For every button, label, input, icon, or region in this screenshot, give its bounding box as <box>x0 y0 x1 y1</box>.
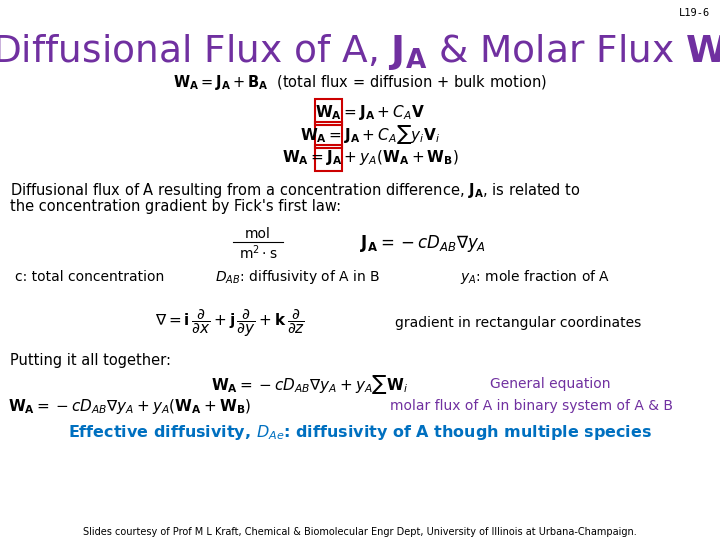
Text: Slides courtesy of Prof M L Kraft, Chemical & Biomolecular Engr Dept, University: Slides courtesy of Prof M L Kraft, Chemi… <box>83 527 637 537</box>
Text: $\mathbf{J_A} = -cD_{AB}\nabla y_A$: $\mathbf{J_A} = -cD_{AB}\nabla y_A$ <box>360 233 486 253</box>
Text: $\nabla = \mathbf{i}\,\dfrac{\partial}{\partial x} + \mathbf{j}\,\dfrac{\partial: $\nabla = \mathbf{i}\,\dfrac{\partial}{\… <box>155 307 305 339</box>
Text: Diffusional flux of A resulting from a concentration difference, $\mathbf{J_A}$,: Diffusional flux of A resulting from a c… <box>10 180 580 199</box>
Text: the concentration gradient by Fick's first law:: the concentration gradient by Fick's fir… <box>10 199 341 214</box>
Text: molar flux of A in binary system of A & B: molar flux of A in binary system of A & … <box>390 399 673 413</box>
Bar <box>315 145 342 171</box>
Text: $\mathbf{W_A} = -cD_{AB}\nabla y_A + y_A\sum\mathbf{W}_i$: $\mathbf{W_A} = -cD_{AB}\nabla y_A + y_A… <box>212 373 409 395</box>
Text: $\mathbf{W_A} = \mathbf{J_A} + y_A\left(\mathbf{W_A} + \mathbf{W_B}\right)$: $\mathbf{W_A} = \mathbf{J_A} + y_A\left(… <box>282 148 459 167</box>
Text: Effective diffusivity, $D_{Ae}$: diffusivity of A though multiple species: Effective diffusivity, $D_{Ae}$: diffusi… <box>68 422 652 442</box>
Text: $\mathbf{W_A} = \mathbf{J_A} + C_A\mathbf{V}$: $\mathbf{W_A} = \mathbf{J_A} + C_A\mathb… <box>315 103 425 122</box>
Text: $\mathbf{W_A} = -cD_{AB}\nabla y_A + y_A\left(\mathbf{W_A} + \mathbf{W_B}\right): $\mathbf{W_A} = -cD_{AB}\nabla y_A + y_A… <box>8 396 251 415</box>
Text: gradient in rectangular coordinates: gradient in rectangular coordinates <box>395 316 642 330</box>
Bar <box>315 122 342 148</box>
Text: $\mathrm{m}^2 \cdot \mathrm{s}$: $\mathrm{m}^2 \cdot \mathrm{s}$ <box>239 244 277 262</box>
Text: $\mathbf{W_A} = \mathbf{J_A} + C_A\sum y_i\mathbf{V}_i$: $\mathbf{W_A} = \mathbf{J_A} + C_A\sum y… <box>300 124 440 146</box>
Text: $D_{AB}$: diffusivity of A in B: $D_{AB}$: diffusivity of A in B <box>215 268 380 286</box>
Text: $\mathbf{W_A} = \mathbf{J_A} + \mathbf{B_A}$  (total flux = diffusion + bulk mot: $\mathbf{W_A} = \mathbf{J_A} + \mathbf{B… <box>173 73 547 92</box>
Text: Diffusional Flux of A, $\mathbf{J_A}$ & Molar Flux $\mathbf{W}$: Diffusional Flux of A, $\mathbf{J_A}$ & … <box>0 32 720 72</box>
Text: c: total concentration: c: total concentration <box>15 270 164 284</box>
Text: $y_A$: mole fraction of A: $y_A$: mole fraction of A <box>460 268 611 286</box>
Text: L19-6: L19-6 <box>679 8 710 18</box>
Bar <box>315 99 342 125</box>
Text: mol: mol <box>245 227 271 241</box>
Text: General equation: General equation <box>490 377 611 391</box>
Text: Putting it all together:: Putting it all together: <box>10 353 171 368</box>
